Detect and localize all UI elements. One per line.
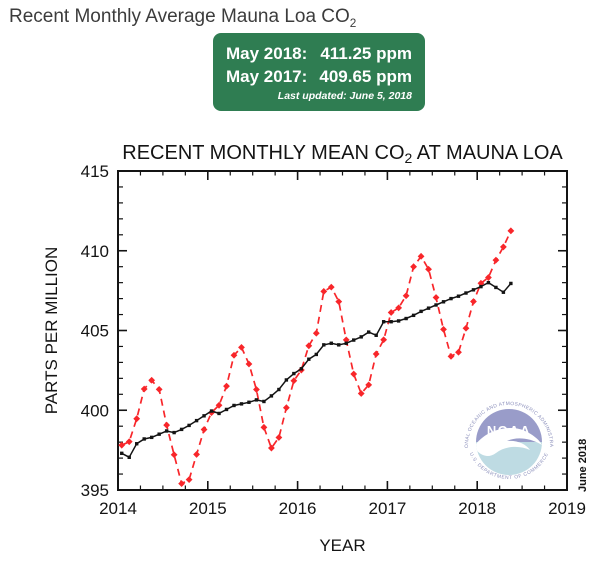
y-axis-label: PARTS PER MILLION xyxy=(42,247,61,415)
svg-text:410: 410 xyxy=(81,242,109,261)
series-monthly-mean xyxy=(118,227,515,488)
svg-text:415: 415 xyxy=(81,162,109,181)
chart-title: RECENT MONTHLY MEAN CO2 AT MAUNA LOA xyxy=(122,142,563,166)
page-title: Recent Monthly Average Mauna Loa CO2 xyxy=(9,6,356,30)
series-trend xyxy=(120,280,513,460)
svg-text:2016: 2016 xyxy=(279,499,317,518)
svg-text:2017: 2017 xyxy=(368,499,406,518)
page-title-text: Recent Monthly Average Mauna Loa CO xyxy=(9,6,350,27)
svg-text:2019: 2019 xyxy=(548,499,586,518)
last-updated-text: Last updated: June 5, 2018 xyxy=(277,90,412,102)
svg-text:400: 400 xyxy=(81,401,109,420)
svg-text:2014: 2014 xyxy=(99,499,137,518)
summary-row-previous: May 2017: 409.65 ppm xyxy=(226,65,412,88)
noaa-logo-ring-text-top: NATIONAL OCEANIC AND ATMOSPHERIC ADMINIS… xyxy=(0,0,554,448)
y-tick-labels: 395 400 405 410 415 xyxy=(81,162,109,500)
svg-text:2015: 2015 xyxy=(189,499,227,518)
svg-text:2018: 2018 xyxy=(458,499,496,518)
x-axis-label: YEAR xyxy=(319,536,365,555)
noaa-logo-acronym: NOAA xyxy=(487,423,531,438)
page-title-subscript: 2 xyxy=(349,16,357,30)
summary-row-value: 411.25 ppm xyxy=(320,44,412,63)
summary-row-label: May 2017: xyxy=(226,67,308,86)
summary-row-label: May 2018: xyxy=(226,44,308,63)
date-stamp: June 2018 xyxy=(577,439,589,492)
svg-text:405: 405 xyxy=(81,322,109,341)
co2-summary-box: May 2018: 411.25 ppm May 2017: 409.65 pp… xyxy=(213,33,425,111)
summary-row-value: 409.65 ppm xyxy=(319,67,412,86)
svg-text:395: 395 xyxy=(81,481,109,500)
summary-row-current: May 2018: 411.25 ppm xyxy=(226,42,412,65)
x-tick-labels: 2014 2015 2016 2017 2018 2019 xyxy=(99,499,586,518)
noaa-logo-disc xyxy=(476,409,542,475)
axis-ticks xyxy=(117,170,568,491)
